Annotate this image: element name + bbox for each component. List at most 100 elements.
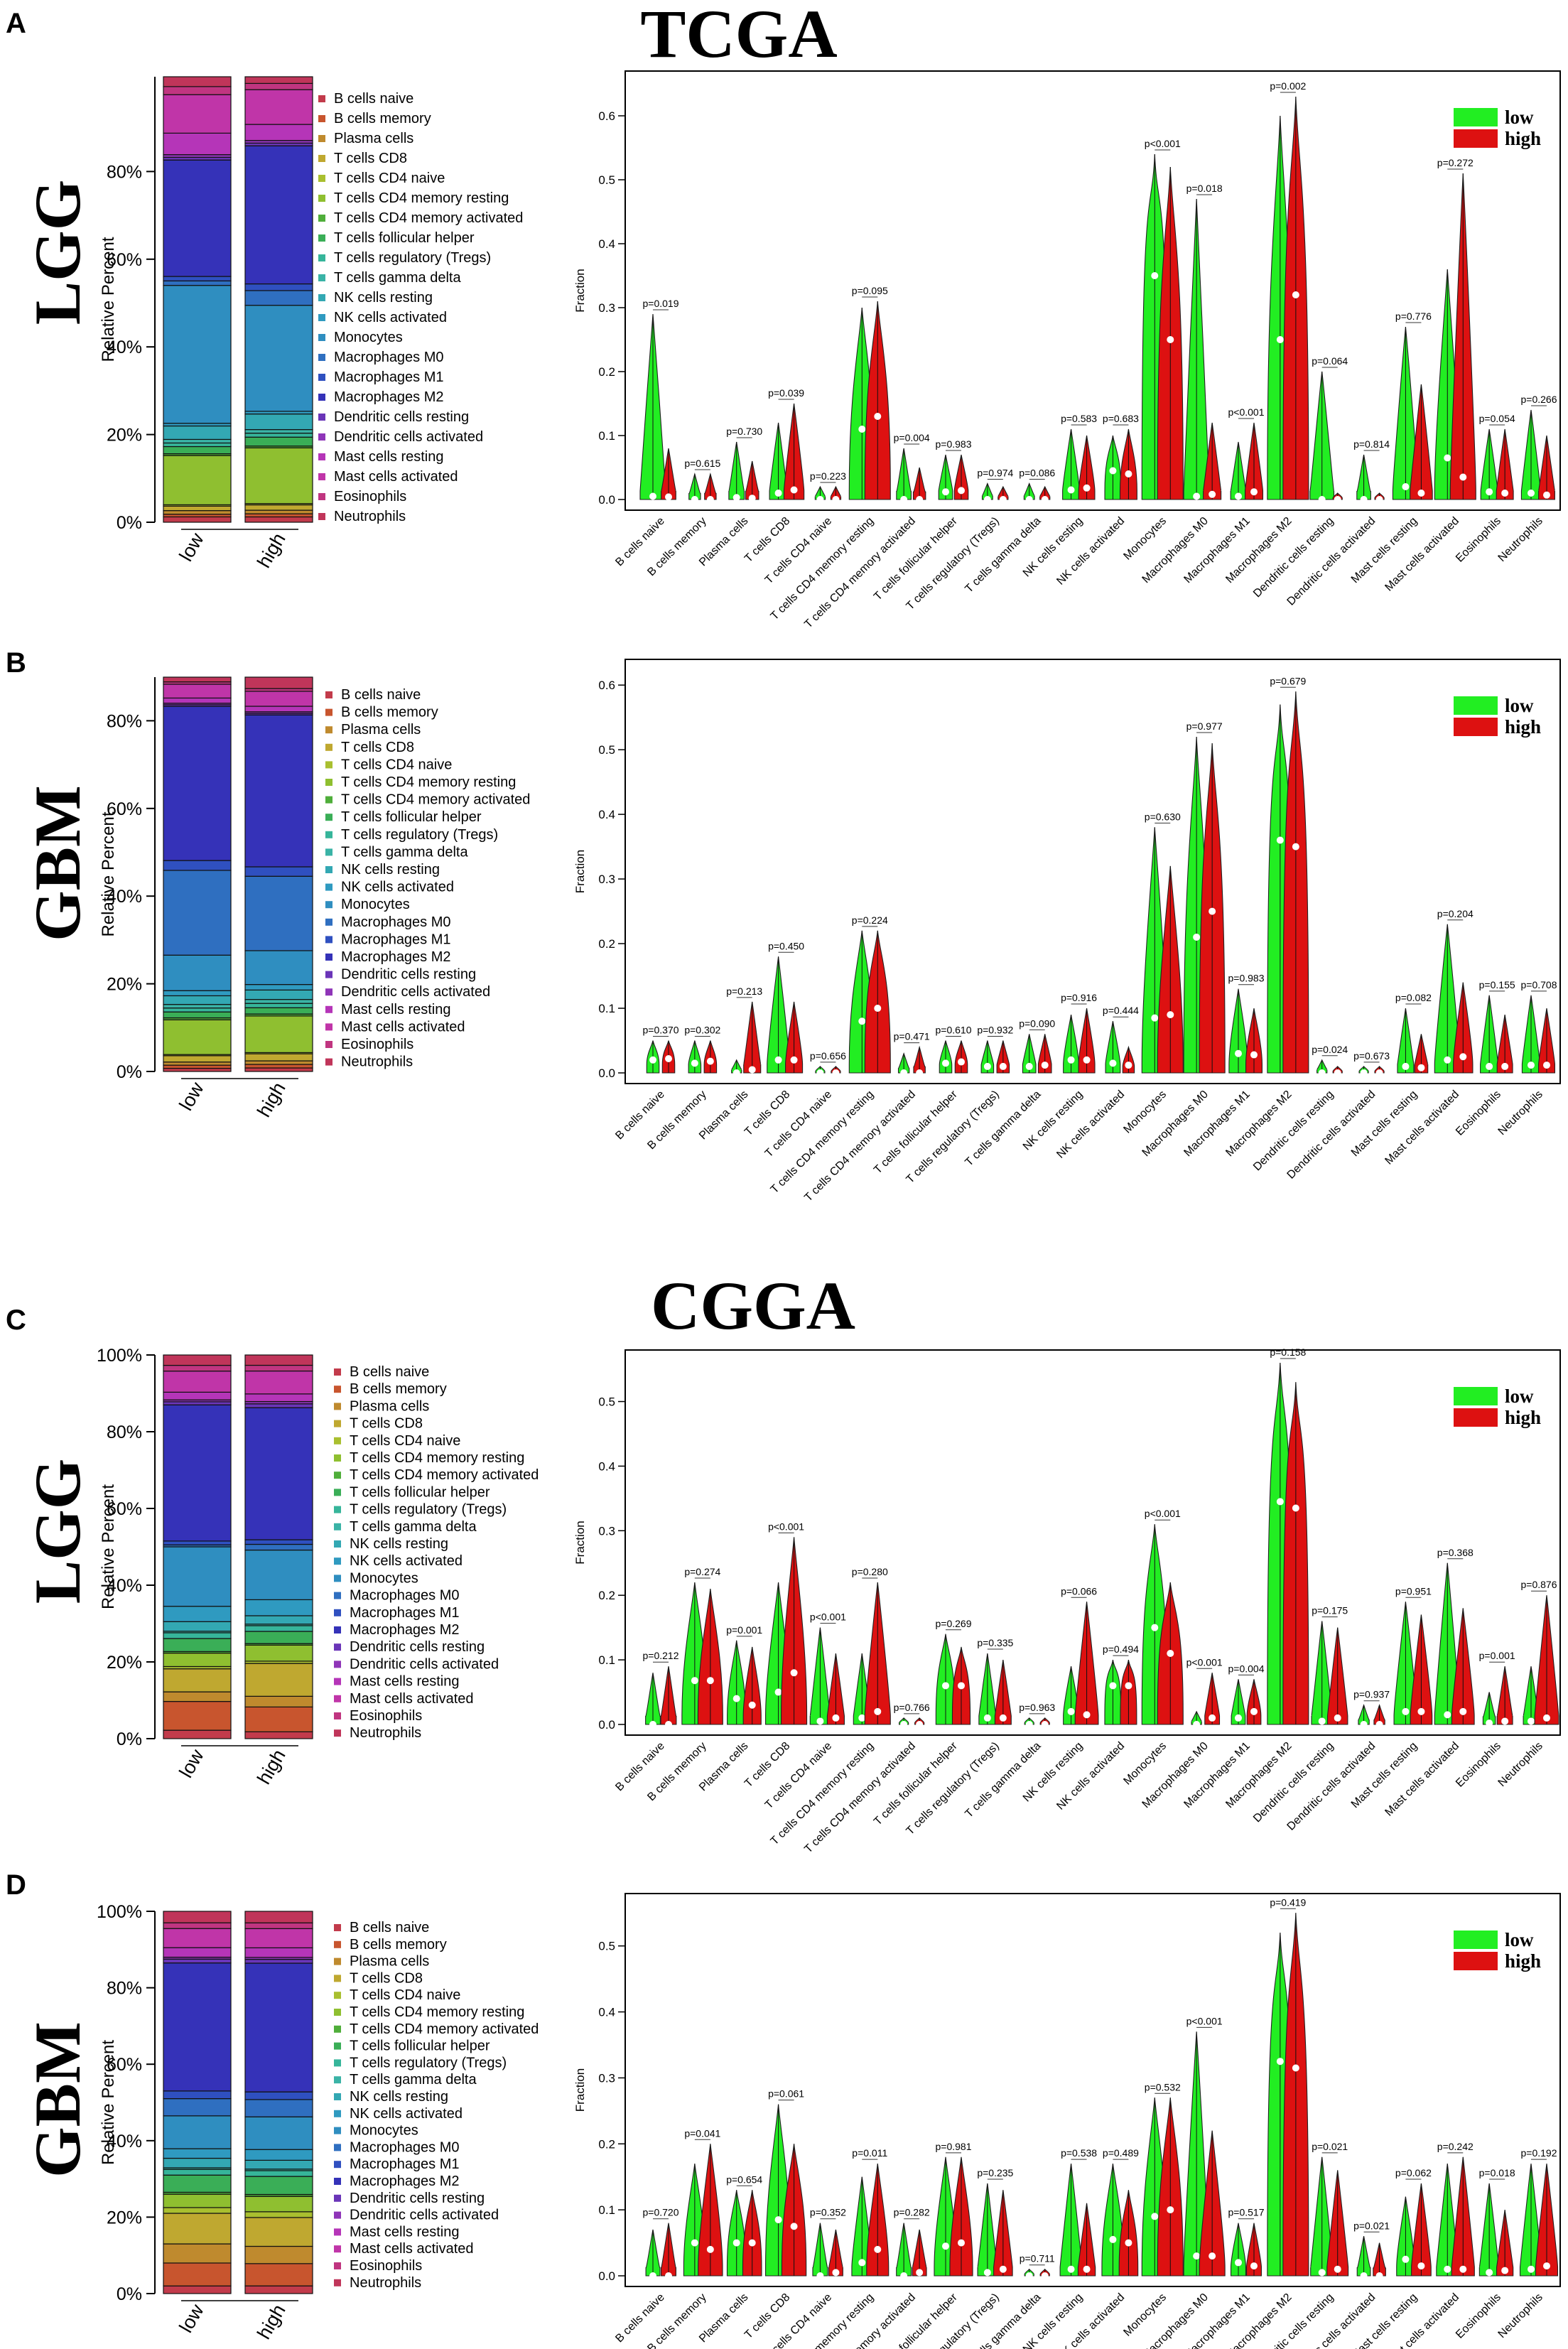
legend-label: NK cells activated [334, 310, 447, 325]
legend-swatch [318, 234, 325, 242]
y-axis-label: Fraction [573, 850, 587, 893]
bar-segment-low-0 [163, 2285, 232, 2294]
legend-swatch [318, 115, 325, 122]
bar-segment-low-16 [163, 1401, 232, 1405]
violin-high-6-median [916, 1721, 924, 1728]
legend-swatch [334, 1592, 341, 1599]
violin-low-0-median [649, 1721, 656, 1728]
bar-segment-high-3 [244, 504, 313, 511]
violin-low-15-median [1276, 836, 1284, 844]
violin-high-8-median [999, 2265, 1007, 2273]
violin-low-19-median [1444, 1056, 1451, 1064]
y-tick-label: 0.5 [598, 1395, 615, 1409]
violin-high-10-median [1083, 2265, 1091, 2273]
pvalue-label: p=0.630 [1145, 811, 1181, 822]
violin-low-16-median [1318, 1717, 1326, 1725]
violin-high-16-median [1334, 2265, 1341, 2273]
legend-label: Neutrophils [350, 1725, 421, 1741]
bar-segment-low-10 [163, 995, 232, 1005]
pvalue-label: p=0.039 [768, 387, 804, 399]
legend-swatch-high [1454, 1408, 1498, 1427]
legend-label: Macrophages M0 [341, 914, 451, 930]
violin-low-16-median [1318, 1069, 1326, 1076]
pvalue-label: p=0.489 [1103, 2147, 1139, 2159]
y-tick-label: 60% [107, 250, 142, 270]
violin-high-10-median [1083, 1056, 1091, 1064]
pvalue-label: p=0.471 [894, 1031, 930, 1042]
bar-segment-low-16 [163, 1958, 232, 1964]
violin-high-12-median [1167, 1011, 1174, 1019]
pvalue-label: p=0.876 [1521, 1579, 1557, 1590]
legend-label: T cells CD8 [334, 151, 407, 166]
bar-segment-high-15 [244, 1962, 313, 2092]
violin-low-15-median [1276, 1498, 1284, 1506]
violin-high-18-median [1417, 490, 1425, 497]
violin-low-2-median [732, 1069, 740, 1076]
violin-plot-frame [625, 70, 1561, 511]
legend-label: Mast cells resting [350, 1674, 460, 1690]
legend-swatch [318, 294, 325, 301]
violin-low-2-median [732, 2239, 740, 2247]
pvalue-label: p<0.001 [1186, 1656, 1223, 1668]
bar-segment-high-21 [244, 1911, 313, 1923]
violin-low-10-median [1067, 1056, 1075, 1064]
bar-segment-high-13 [244, 2099, 313, 2117]
pvalue-label: p=0.538 [1061, 2147, 1097, 2159]
y-tick-label: 20% [107, 1653, 142, 1673]
legend-label: T cells follicular helper [341, 809, 482, 825]
legend-swatch [334, 1940, 341, 1948]
legend-swatch [318, 155, 325, 162]
violin-high-14-median [1250, 2262, 1258, 2270]
bar-segment-high-1 [244, 1706, 313, 1732]
legend-label: Plasma cells [350, 1954, 429, 1970]
y-tick-label: 0.6 [598, 679, 615, 692]
violin-high-3-median [790, 1056, 798, 1064]
violin-low-11-median [1109, 1682, 1117, 1690]
y-tick-label: 0.0 [598, 1066, 615, 1080]
pvalue-label: p=0.776 [1395, 310, 1432, 322]
violin-low-21-median [1528, 490, 1535, 497]
pvalue-label: p=0.019 [643, 298, 679, 309]
bar-segment-high-1 [244, 2263, 313, 2286]
bar-segment-high-21 [244, 1354, 313, 1366]
bar-segment-high-18 [244, 1947, 313, 1958]
legend-swatch [325, 988, 332, 996]
bar-segment-high-1 [244, 513, 313, 518]
y-tick-label: 0.4 [598, 1459, 615, 1473]
violin-low-6-median [900, 496, 908, 503]
legend-label: T cells regulatory (Tregs) [334, 250, 491, 266]
legend-label: Plasma cells [350, 1398, 429, 1414]
legend-label: B cells naive [334, 91, 413, 107]
legend-label: T cells CD4 naive [350, 1433, 460, 1449]
pvalue-label: p=0.175 [1312, 1605, 1348, 1616]
bar-segment-high-10 [244, 989, 313, 1000]
legend-swatch [318, 314, 325, 321]
violin-high-4-median [832, 1069, 840, 1076]
legend-label: T cells gamma delta [334, 270, 461, 286]
violin-high-3-median [790, 2223, 798, 2230]
legend-label: T cells gamma delta [350, 2072, 477, 2088]
violin-low-3-median [774, 1056, 782, 1064]
pvalue-label: p=0.302 [684, 1025, 720, 1036]
bar-segment-low-10 [163, 425, 232, 441]
legend-swatch [325, 954, 332, 961]
y-tick-label: 0.5 [598, 173, 615, 187]
y-tick-label: 0% [117, 1729, 142, 1749]
violin-high-12-median [1167, 2206, 1174, 2214]
bar-segment-low-1 [163, 1064, 232, 1069]
pvalue-label: p<0.001 [1228, 406, 1265, 418]
violin-low-13-median [1193, 492, 1201, 500]
bar-segment-high-2 [244, 1060, 313, 1065]
legend-label: B cells memory [341, 705, 438, 720]
legend-swatch [318, 453, 325, 460]
pvalue-label: p=0.814 [1353, 438, 1390, 450]
violin-low-20-median [1486, 1062, 1493, 1070]
y-tick-label: 0.2 [598, 365, 615, 379]
pvalue-label: p<0.001 [768, 1521, 804, 1532]
pvalue-label: p=0.066 [1061, 1585, 1097, 1597]
bar-segment-low-11 [163, 2148, 232, 2159]
bar-segment-low-18 [163, 697, 232, 704]
bar-segment-high-5 [244, 2196, 313, 2213]
pvalue-label: p=0.192 [1521, 2147, 1557, 2159]
